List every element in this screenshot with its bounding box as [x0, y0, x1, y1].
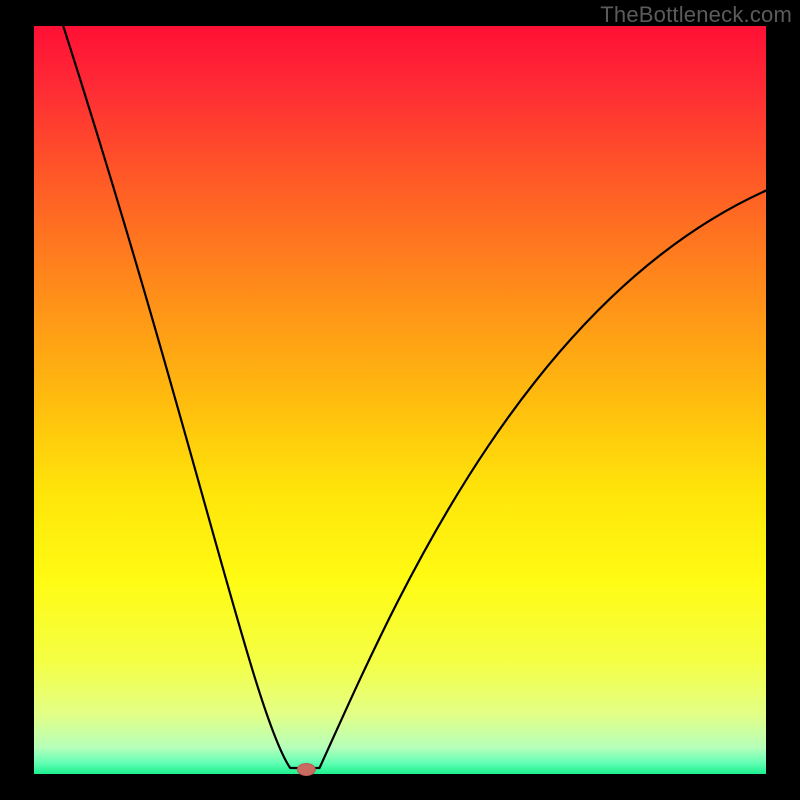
chart-stage: TheBottleneck.com — [0, 0, 800, 800]
plot-area — [34, 26, 766, 774]
chart-svg — [0, 0, 800, 800]
watermark-text: TheBottleneck.com — [600, 2, 792, 28]
minimum-marker — [297, 764, 315, 776]
